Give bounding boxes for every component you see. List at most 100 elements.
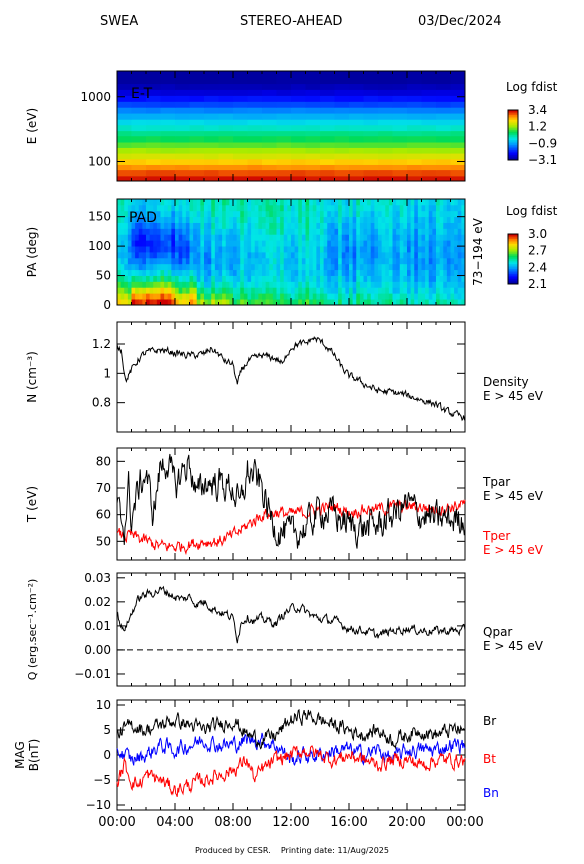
pad-cell bbox=[330, 275, 335, 282]
pad-cell bbox=[414, 240, 419, 247]
pad-cell bbox=[370, 222, 375, 229]
pad-cell bbox=[305, 293, 310, 300]
pad-cell bbox=[309, 210, 314, 218]
pad-cell bbox=[388, 210, 393, 218]
pad-cell bbox=[410, 234, 415, 241]
pad-cell bbox=[164, 199, 169, 206]
pad-cell bbox=[214, 210, 219, 218]
pad-cell bbox=[320, 240, 325, 247]
pad-cell bbox=[280, 234, 285, 241]
pad-cell bbox=[301, 240, 306, 247]
energy-band-cell bbox=[233, 130, 248, 137]
pad-cell bbox=[359, 246, 364, 253]
pad-cell bbox=[320, 210, 325, 218]
pad-cell bbox=[185, 275, 190, 282]
energy-band-cell bbox=[247, 83, 263, 90]
pad-cell bbox=[338, 275, 343, 282]
pad-cell bbox=[399, 275, 404, 282]
pad-cell bbox=[149, 299, 154, 306]
energy-band-cell bbox=[334, 175, 350, 182]
pad-cell bbox=[301, 281, 306, 288]
colorbar-tick-label: 1.2 bbox=[528, 120, 547, 134]
pad-cell bbox=[146, 199, 151, 206]
energy-band-cell bbox=[392, 175, 408, 182]
pad-cell bbox=[287, 263, 292, 271]
pad-cell bbox=[421, 204, 426, 212]
energy-band-cell bbox=[247, 130, 263, 137]
pad-cell bbox=[135, 204, 140, 212]
pad-cell bbox=[280, 287, 285, 294]
pad-cell bbox=[345, 240, 350, 247]
pad-cell bbox=[450, 293, 455, 300]
pad-cell bbox=[291, 287, 296, 294]
pad-cell bbox=[446, 293, 451, 300]
energy-band-cell bbox=[436, 101, 451, 108]
pad-cell bbox=[414, 222, 419, 229]
pad-cell bbox=[320, 287, 325, 294]
pad-cell bbox=[446, 263, 451, 271]
energy-band-cell bbox=[450, 83, 466, 90]
pad-cell bbox=[269, 204, 274, 212]
energy-band-cell bbox=[175, 89, 190, 96]
energy-band-cell bbox=[320, 89, 335, 96]
energy-band-cell bbox=[276, 71, 292, 85]
pad-cell bbox=[443, 275, 448, 282]
pad-cell bbox=[146, 269, 151, 276]
energy-band-cell bbox=[204, 107, 219, 114]
pad-cell bbox=[211, 257, 216, 265]
pad-cell bbox=[294, 263, 299, 271]
pad-cell bbox=[247, 216, 252, 223]
pad-cell bbox=[367, 222, 372, 229]
y-axis-heat-flux: −0.010.000.010.020.03 bbox=[74, 571, 465, 681]
pad-cell bbox=[280, 299, 285, 306]
energy-band-cell bbox=[305, 158, 321, 165]
pad-cell bbox=[410, 281, 415, 288]
pad-cell bbox=[349, 287, 354, 294]
energy-band-cell bbox=[204, 175, 219, 182]
pad-cell bbox=[171, 287, 176, 294]
energy-band-cell bbox=[421, 164, 437, 171]
energy-band-cell bbox=[436, 135, 451, 143]
time-tick-label: 08:00 bbox=[214, 815, 251, 830]
pad-cell bbox=[200, 210, 205, 218]
pad-cell bbox=[294, 210, 299, 218]
pad-cell bbox=[276, 252, 281, 259]
energy-band-cell bbox=[218, 175, 234, 182]
pad-cell bbox=[338, 204, 343, 212]
colorbar-cell bbox=[508, 133, 518, 136]
pad-cell bbox=[204, 281, 209, 288]
pad-cell bbox=[233, 269, 238, 276]
colorbar-cell bbox=[508, 118, 518, 121]
pad-cell bbox=[207, 252, 212, 259]
pad-cell bbox=[356, 240, 361, 247]
y-tick-label: 0.8 bbox=[92, 396, 111, 410]
pad-cell bbox=[298, 216, 303, 223]
pad-cell bbox=[254, 287, 259, 294]
pad-cell bbox=[428, 228, 433, 235]
pad-cell bbox=[338, 222, 343, 229]
pad-cell bbox=[189, 287, 194, 294]
pad-cell bbox=[359, 204, 364, 212]
pad-cell bbox=[291, 257, 296, 265]
pad-cell bbox=[367, 293, 372, 300]
energy-band-cell bbox=[131, 153, 147, 160]
pad-cell bbox=[330, 299, 335, 306]
pad-cell bbox=[396, 275, 401, 282]
panel-frame-density bbox=[116, 321, 466, 433]
energy-band-cell bbox=[334, 142, 350, 148]
energy-band-cell bbox=[378, 113, 393, 120]
pad-cell bbox=[175, 222, 180, 229]
pad-cell bbox=[142, 293, 147, 300]
energy-band-cell bbox=[276, 124, 292, 132]
pad-cell bbox=[385, 263, 390, 271]
pad-cell bbox=[363, 228, 368, 235]
pad-cell bbox=[287, 299, 292, 306]
energy-band-cell bbox=[349, 107, 364, 114]
pad-cell bbox=[283, 246, 288, 253]
pad-cell bbox=[443, 287, 448, 294]
pad-cell bbox=[388, 234, 393, 241]
pad-cell bbox=[185, 263, 190, 271]
colorbar-cell bbox=[508, 250, 518, 253]
pad-cell bbox=[359, 269, 364, 276]
pad-cell bbox=[309, 222, 314, 229]
